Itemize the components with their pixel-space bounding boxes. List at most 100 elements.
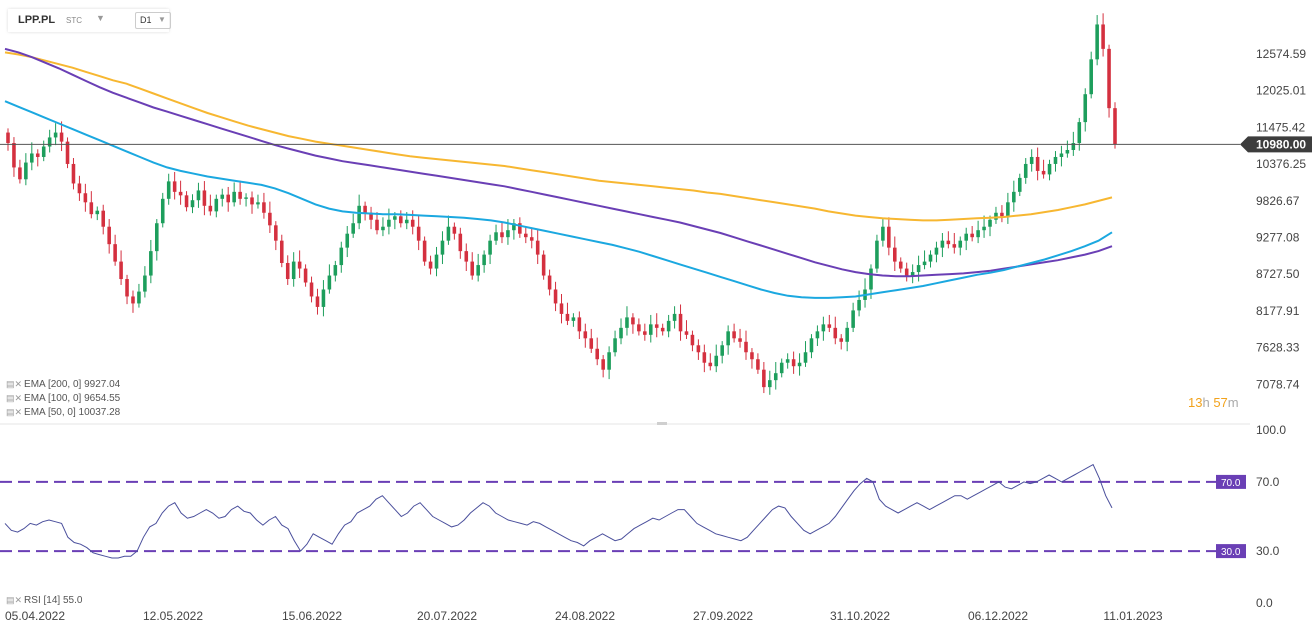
- candle-body: [18, 167, 22, 180]
- settings-icon[interactable]: ▤✕: [6, 393, 23, 403]
- candle-body: [1041, 170, 1046, 175]
- candle-timer: 13h 57m: [1188, 395, 1239, 410]
- candle-body: [297, 261, 302, 269]
- candle-body: [904, 268, 909, 276]
- candle-body: [952, 244, 957, 248]
- candle-body: [1107, 48, 1111, 109]
- settings-icon[interactable]: ▤✕: [6, 595, 23, 605]
- timer-minutes-unit: m: [1227, 395, 1239, 410]
- candle-body: [779, 362, 784, 374]
- candle-body: [851, 310, 855, 328]
- candle-body: [387, 219, 391, 227]
- candle-body: [1059, 153, 1064, 157]
- candle-body: [232, 191, 236, 203]
- candle-body: [541, 254, 546, 276]
- candle-body: [1012, 191, 1016, 203]
- candle-body: [470, 261, 475, 276]
- rsi-level-badge: [1216, 544, 1246, 559]
- candle-body: [625, 317, 629, 328]
- candle-body: [970, 233, 974, 238]
- indicator-ema50-label: EMA [50, 0] 10037.28: [24, 407, 121, 418]
- rsi-line: [4, 463, 1113, 559]
- candle-body: [690, 334, 695, 346]
- candle-body: [512, 223, 516, 231]
- candle-body: [452, 226, 457, 234]
- candle-body: [339, 247, 344, 266]
- candle-body: [994, 212, 998, 220]
- candle-body: [773, 373, 778, 381]
- candle-body: [6, 132, 10, 144]
- candle-body: [226, 194, 230, 203]
- indicator-rsi[interactable]: ▤✕ RSI [14] 55.0: [6, 595, 82, 606]
- rsi-tick-label: 0.0: [1256, 596, 1273, 610]
- candle-body: [333, 265, 338, 276]
- candle-body: [524, 233, 528, 238]
- candle-body: [83, 193, 88, 203]
- candle-body: [214, 198, 219, 212]
- candle-body: [857, 299, 861, 311]
- candle-body: [559, 303, 564, 314]
- candle-body: [143, 275, 147, 292]
- candle-body: [529, 237, 534, 241]
- candle-body: [803, 352, 808, 363]
- timer-minutes: 57: [1213, 395, 1228, 410]
- settings-icon[interactable]: ▤✕: [6, 407, 23, 417]
- candle-body: [613, 338, 617, 353]
- candle-body: [500, 232, 504, 238]
- symbol-dropdown-icon[interactable]: ▼: [96, 13, 105, 23]
- candle-body: [291, 261, 296, 280]
- candle-body: [404, 219, 409, 224]
- candle-body: [65, 141, 70, 164]
- candle-body: [738, 338, 742, 342]
- candle-body: [720, 345, 724, 356]
- candle-body: [934, 247, 939, 255]
- candle-body: [839, 338, 844, 342]
- price-tick-label: 10376.25: [1256, 157, 1306, 171]
- candle-body: [547, 275, 552, 290]
- candle-body: [303, 268, 308, 283]
- candle-body: [726, 331, 730, 346]
- candle-body: [89, 202, 94, 215]
- indicator-ema200[interactable]: ▤✕ EMA [200, 0] 9927.04: [6, 379, 120, 390]
- candle-body: [476, 265, 480, 276]
- ema200-line: [4, 51, 1113, 222]
- indicator-ema50[interactable]: ▤✕ EMA [50, 0] 10037.28: [6, 407, 120, 418]
- candle-body: [309, 282, 314, 297]
- candle-body: [833, 327, 838, 339]
- candle-body: [714, 355, 719, 367]
- market-label: STC: [66, 16, 82, 25]
- symbol-label[interactable]: LPP.PL: [18, 14, 56, 26]
- indicator-ema100[interactable]: ▤✕ EMA [100, 0] 9654.55: [6, 393, 120, 404]
- x-tick-label: 11.01.2023: [1103, 609, 1162, 623]
- candle-body: [756, 359, 760, 370]
- candle-body: [595, 348, 599, 360]
- ema100-line: [4, 47, 1113, 278]
- timeframe-value: D1: [140, 15, 152, 25]
- candle-body: [898, 261, 903, 269]
- candle-body: [238, 191, 242, 199]
- candle-body: [1089, 59, 1093, 95]
- candle-body: [375, 219, 379, 231]
- candle-body: [607, 352, 611, 370]
- candle-body: [708, 362, 713, 367]
- candle-body: [464, 251, 469, 262]
- candle-body: [458, 233, 463, 252]
- candle-body: [958, 240, 963, 248]
- candle-body: [797, 362, 802, 367]
- x-tick-label: 20.07.2022: [417, 609, 477, 623]
- settings-icon[interactable]: ▤✕: [6, 379, 23, 389]
- timer-hours-unit: h: [1202, 395, 1210, 410]
- candle-body: [583, 331, 588, 339]
- candle-body: [506, 230, 510, 238]
- timeframe-select[interactable]: D1 ▼: [135, 12, 171, 29]
- candle-body: [321, 289, 326, 307]
- x-tick-label: 12.05.2022: [143, 609, 203, 623]
- candle-body: [684, 331, 689, 335]
- candle-body: [565, 313, 570, 321]
- chevron-down-icon: ▼: [158, 15, 166, 24]
- candle-body: [1000, 212, 1004, 217]
- x-tick-label: 31.10.2022: [830, 609, 890, 623]
- candle-body: [785, 359, 790, 363]
- candle-body: [393, 216, 397, 220]
